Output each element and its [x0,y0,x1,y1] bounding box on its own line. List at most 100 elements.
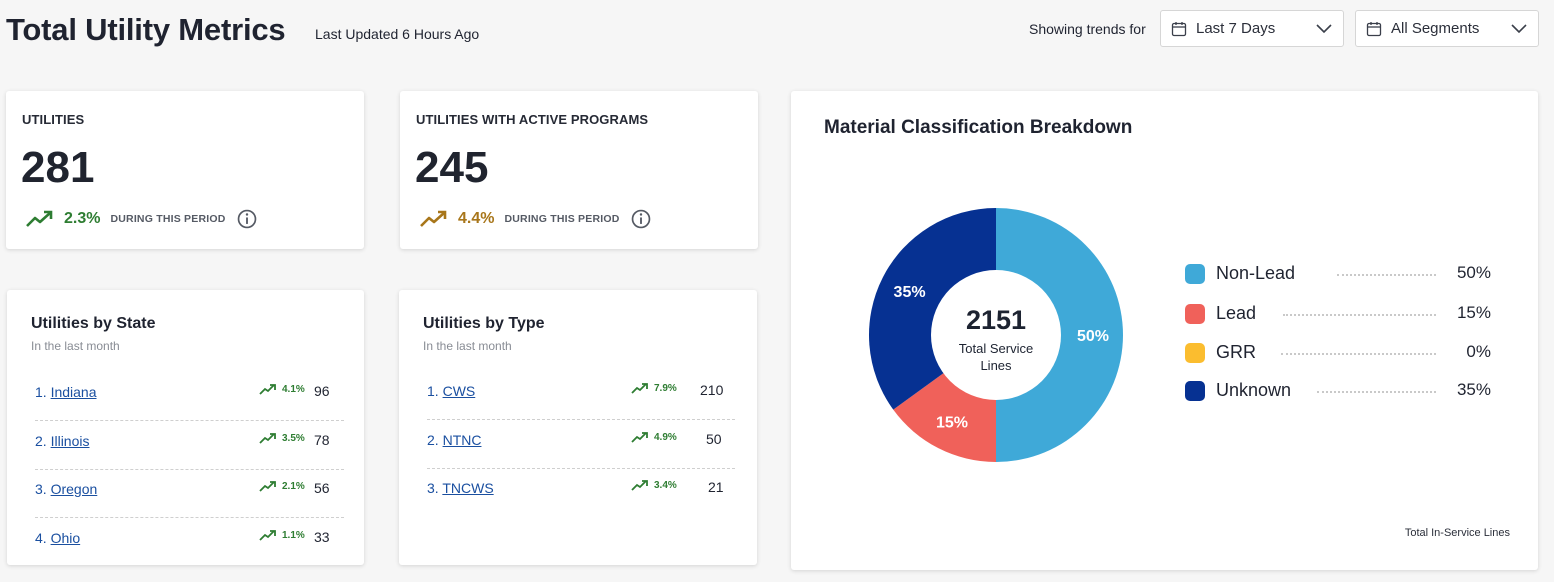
legend-item-non-lead: Non-Lead 50% [1185,261,1491,287]
list-item: 2. NTNC 4.9% 50 [427,421,735,469]
calendar-icon [1366,21,1382,36]
list-item-trend: 1.1% [259,529,305,542]
list-item: 1. CWS 7.9% 210 [427,372,735,420]
list-item: 3. Oregon 2.1% 56 [35,470,344,518]
trend-up-icon [259,530,276,541]
list-item-link[interactable]: Indiana [50,384,97,400]
legend-label: Lead [1216,303,1257,323]
trend-up-icon [26,210,53,227]
trend-up-icon [259,481,276,492]
list-item-rank: 2. [35,433,47,449]
metric-period: DURING THIS PERIOD [110,213,226,225]
segment-dropdown[interactable]: All Segments [1355,10,1539,47]
metric-change: 4.4% [458,210,495,227]
legend-swatch [1185,343,1205,363]
metric-period: DURING THIS PERIOD [504,213,620,225]
list-item-rank: 1. [427,383,439,399]
card-subtitle: In the last month [31,339,120,353]
list-item-link[interactable]: TNCWS [442,480,494,496]
list-item-count: 33 [314,529,330,545]
list-item: 4. Ohio 1.1% 33 [35,519,344,567]
list-item-link[interactable]: Illinois [50,433,90,449]
trend-up-icon [259,433,276,444]
utilities-metric-card: UTILITIES 281 2.3% DURING THIS PERIOD [6,91,364,249]
trend-up-icon [259,384,276,395]
info-icon[interactable] [233,209,261,229]
metric-label: UTILITIES [22,112,85,127]
trend-up-icon [631,383,648,394]
legend-dots [1283,314,1436,316]
list-item-label[interactable]: 4. Ohio [35,530,80,546]
legend-value: 0% [1466,342,1491,361]
legend-dots [1317,391,1436,393]
legend-value: 35% [1456,380,1491,399]
legend-swatch [1185,381,1205,401]
list-item-link[interactable]: Oregon [50,481,98,497]
utilities-by-state-card: Utilities by State In the last month 1. … [7,290,364,565]
donut-labels: 50% 15% 35% [894,284,1109,431]
donut-center-label: Total Service [959,341,1033,356]
donut-slice-label: 35% [894,284,926,301]
list-item-count: 56 [314,480,330,496]
list-item-trend: 7.9% [631,382,677,395]
legend-label: Non-Lead [1216,263,1296,283]
active-programs-metric-card: UTILITIES WITH ACTIVE PROGRAMS 245 4.4% … [400,91,758,249]
donut-slice-label: 15% [936,414,968,431]
list-item-rank: 4. [35,530,47,546]
list-item: 1. Indiana 4.1% 96 [35,373,344,421]
card-title: Material Classification Breakdown [824,117,1133,138]
donut-center-value: 2151 [966,305,1026,335]
list-item-count: 96 [314,383,330,399]
last-updated-text: Last Updated 6 Hours Ago [315,26,480,42]
donut-slice-unknown[interactable] [869,208,996,410]
list-item-rank: 3. [427,480,439,496]
list-item-label[interactable]: 2. NTNC [427,432,481,448]
legend-item-unknown: Unknown 35% [1185,378,1491,404]
list-item-link[interactable]: Ohio [50,530,81,546]
list-item-rank: 1. [35,384,47,400]
info-icon[interactable] [627,209,655,229]
list-item-label[interactable]: 3. TNCWS [427,480,494,496]
legend-dots [1337,274,1436,276]
list-item-label[interactable]: 2. Illinois [35,433,89,449]
legend-label: Unknown [1216,380,1292,400]
list-item-trend: 4.9% [631,431,677,444]
list-item-rank: 2. [427,432,439,448]
metric-value: 281 [21,143,95,192]
card-title: Utilities by State [31,315,156,332]
metric-value: 245 [415,143,489,192]
donut-chart: 2151 Total Service Lines 50% 15% 35% [869,208,1123,462]
page-title: Total Utility Metrics [6,12,286,47]
list-item-change: 4.9% [654,432,677,443]
donut-slice-label: 50% [1077,328,1109,345]
list-item-link[interactable]: NTNC [442,432,482,448]
list-item-change: 2.1% [282,481,305,492]
list-item-change: 3.5% [282,433,305,444]
legend-swatch [1185,304,1205,324]
metric-change: 2.3% [64,210,101,227]
period-dropdown[interactable]: Last 7 Days [1160,10,1344,47]
donut-hole [931,270,1061,400]
list-item-label[interactable]: 1. Indiana [35,384,97,400]
legend-dots [1281,353,1436,355]
chevron-down-icon [1511,24,1527,34]
list-item-label[interactable]: 1. CWS [427,383,475,399]
list-item-label[interactable]: 3. Oregon [35,481,97,497]
card-subtitle: In the last month [423,339,512,353]
list-item-count: 50 [706,431,722,447]
legend-item-grr: GRR 0% [1185,340,1491,366]
trends-label: Showing trends for [1029,21,1146,37]
list-item-trend: 3.5% [259,432,305,445]
legend-label: GRR [1216,342,1256,362]
list-item-link[interactable]: CWS [442,383,476,399]
list-item-trend: 3.4% [631,479,677,492]
trend-up-icon [631,432,648,443]
metric-label: UTILITIES WITH ACTIVE PROGRAMS [416,112,649,127]
list-item-count: 210 [700,382,724,398]
calendar-icon [1171,21,1187,36]
list-item: 3. TNCWS 3.4% 21 [427,469,735,517]
segment-dropdown-value: All Segments [1391,20,1480,37]
card-title: Utilities by Type [423,315,545,332]
donut-footer: Total In-Service Lines [1404,527,1510,539]
period-dropdown-value: Last 7 Days [1196,20,1276,37]
